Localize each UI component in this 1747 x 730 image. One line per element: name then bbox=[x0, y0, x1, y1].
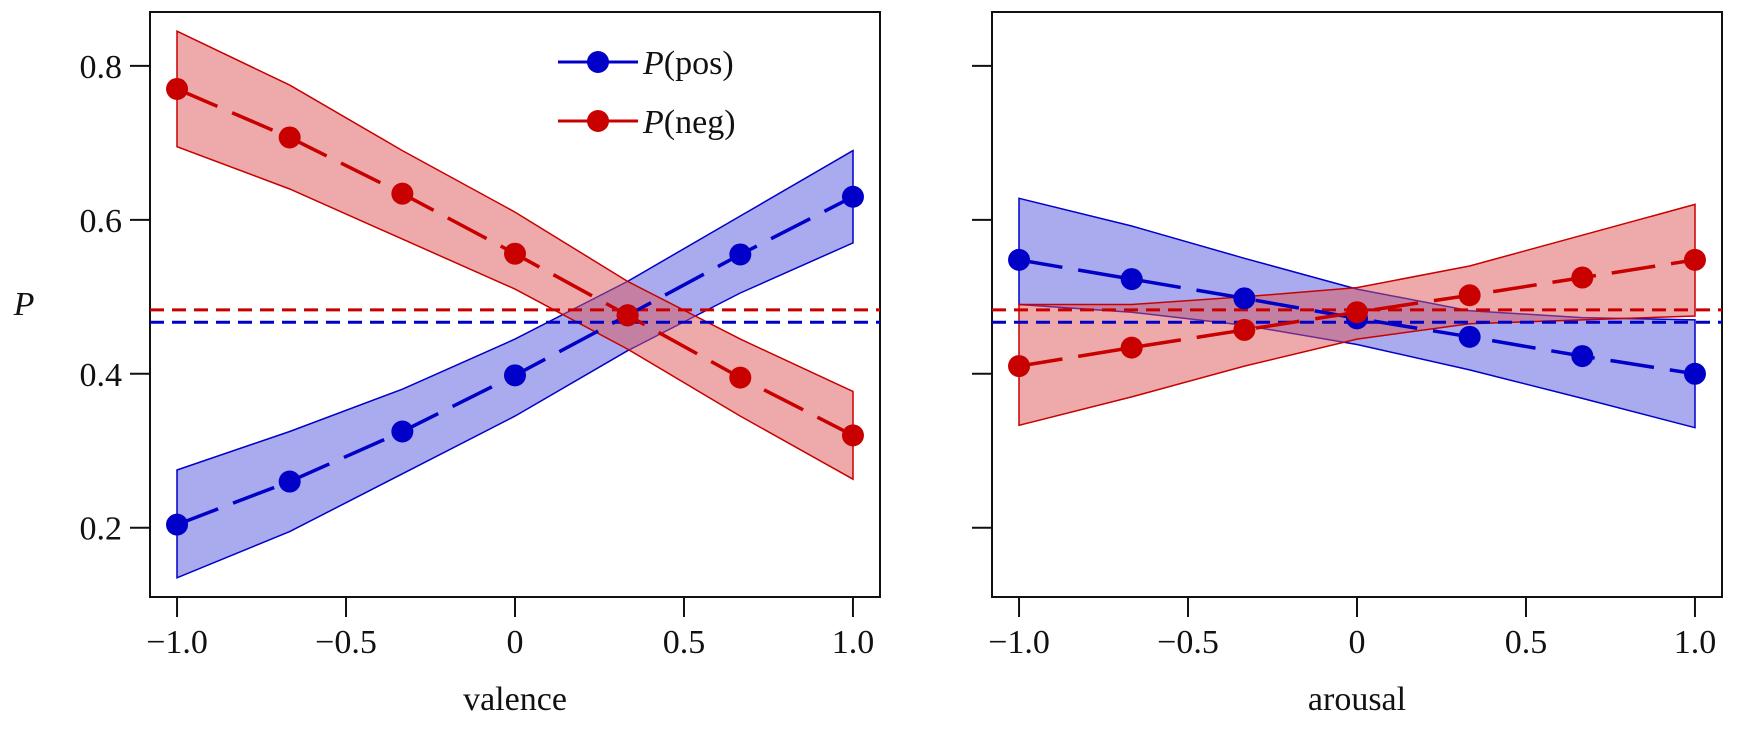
neg-data-point bbox=[1683, 248, 1706, 271]
x-tick-label: 0 bbox=[1349, 624, 1366, 661]
pos-confidence-band bbox=[176, 149, 854, 579]
neg-data-point bbox=[1458, 284, 1481, 307]
legend-pos-marker bbox=[587, 51, 609, 73]
pos-data-point bbox=[1683, 362, 1706, 385]
neg-data-point bbox=[504, 242, 526, 265]
pos-data-point bbox=[504, 364, 526, 387]
legend-neg-marker bbox=[587, 110, 609, 132]
neg-data-point bbox=[1571, 266, 1594, 289]
neg-data-point bbox=[166, 77, 189, 100]
neg-data-point bbox=[616, 304, 639, 327]
neg-data-point bbox=[1233, 318, 1256, 341]
legend-pos-label: P(pos) bbox=[642, 45, 734, 82]
pos-data-point bbox=[1008, 248, 1031, 271]
y-tick-label: 0.2 bbox=[80, 511, 123, 548]
pos-data-point bbox=[1120, 268, 1143, 291]
pos-data-point bbox=[391, 420, 414, 443]
x-tick-label: −1.0 bbox=[146, 624, 208, 661]
pos-data-point bbox=[1233, 287, 1256, 310]
valence-panel: −1.0 −0.5 0 0.5 1.0 0.2 0.4 0.6 0.8 valence bbox=[80, 11, 881, 718]
neg-data-point bbox=[1120, 336, 1143, 359]
y-tick-label: 0.4 bbox=[80, 357, 123, 394]
x-tick-label: −0.5 bbox=[1157, 624, 1219, 661]
x-tick-label: 0.5 bbox=[663, 624, 706, 661]
neg-data-point bbox=[391, 182, 414, 205]
neg-data-point bbox=[1008, 355, 1031, 378]
legend-neg-label: P(neg) bbox=[642, 104, 736, 141]
x-axis-title: arousal bbox=[1308, 681, 1406, 718]
neg-data-point bbox=[729, 366, 752, 389]
x-tick-label: 1.0 bbox=[832, 624, 875, 661]
x-tick-label: 1.0 bbox=[1674, 624, 1717, 661]
y-axis-title: P bbox=[13, 286, 35, 323]
arousal-panel: −1.0 −0.5 0 0.5 1.0 arousal bbox=[972, 11, 1723, 718]
neg-data-point bbox=[1346, 301, 1368, 324]
x-tick-label: 0 bbox=[507, 624, 524, 661]
pos-data-point bbox=[278, 470, 301, 493]
x-tick-label: −0.5 bbox=[315, 624, 377, 661]
x-axis-title: valence bbox=[463, 681, 567, 718]
x-tick-label: 0.5 bbox=[1505, 624, 1548, 661]
pos-data-point bbox=[166, 513, 189, 536]
pos-data-point bbox=[729, 243, 752, 266]
neg-data-point bbox=[278, 126, 301, 149]
legend: P(pos) P(neg) bbox=[558, 45, 736, 141]
pos-data-point bbox=[1571, 345, 1594, 368]
pos-data-point bbox=[841, 185, 864, 208]
y-tick-label: 0.6 bbox=[80, 203, 123, 240]
pos-data-point bbox=[1458, 325, 1481, 348]
x-tick-label: −1.0 bbox=[988, 624, 1050, 661]
y-tick-label: 0.8 bbox=[80, 49, 123, 86]
neg-data-point bbox=[841, 424, 864, 447]
